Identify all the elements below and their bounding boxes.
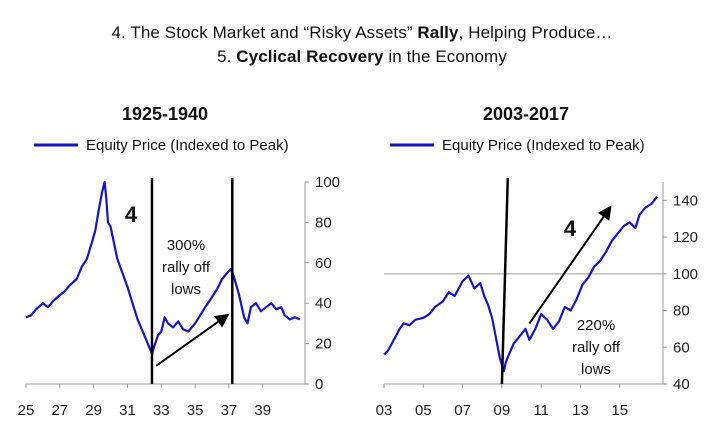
- chart1-y-tick-label: 80: [315, 214, 332, 231]
- chart2-title: 2003-2017: [483, 104, 569, 124]
- chart2-x-tick-label: 03: [376, 402, 393, 419]
- chart1-series-line: [25, 180, 301, 355]
- chart1-x-tick-label: 25: [18, 402, 35, 419]
- chart1-y-tick-label: 20: [315, 336, 332, 353]
- chart2-y-tick-label: 80: [673, 303, 690, 320]
- title-line-2-bold: Cyclical Recovery: [236, 47, 384, 66]
- chart2-annotation-line1: 220%: [577, 317, 615, 334]
- chart1-y-tick-label: 60: [315, 255, 332, 272]
- chart2-y-tick-label: 60: [673, 339, 690, 356]
- chart1-legend-label: Equity Price (Indexed to Peak): [86, 137, 289, 154]
- chart2-y-tick-label: 100: [673, 266, 698, 283]
- chart2-rally-arrow: [528, 205, 612, 324]
- chart2-x-tick-label: 09: [494, 402, 511, 419]
- chart2-legend-label: Equity Price (Indexed to Peak): [442, 137, 645, 154]
- chart2-x-tick-label: 07: [454, 402, 471, 419]
- chart1-x-tick-label: 31: [119, 402, 136, 419]
- title-line-1: 4. The Stock Market and “Risky Assets” R…: [0, 23, 724, 43]
- chart2-y-tick-label: 140: [673, 192, 698, 209]
- chart1-x-tick-label: 27: [51, 402, 68, 419]
- chart2-vertical-line: [500, 177, 510, 385]
- chart1-y-tick-label: 100: [315, 174, 340, 191]
- chart2-annotation-line2: rally off: [572, 339, 621, 356]
- chart1-x-tick-label: 33: [153, 402, 170, 419]
- chart2-annotation-line3: lows: [581, 361, 611, 378]
- chart1-title: 1925-1940: [122, 104, 208, 124]
- chart1-x-tick-label: 39: [254, 402, 271, 419]
- chart1-x-tick-label: 35: [187, 402, 204, 419]
- title-line-2: 5. Cyclical Recovery in the Economy: [0, 47, 724, 67]
- chart1-y-tick-label: 0: [315, 376, 323, 393]
- chart2-x-tick-label: 11: [533, 402, 549, 419]
- title-line-1-post: , Helping Produce…: [458, 23, 613, 42]
- title-line-2-post: in the Economy: [383, 47, 507, 66]
- chart1-x-tick-label: 29: [85, 402, 102, 419]
- title-line-1-pre: 4. The Stock Market and “Risky Assets”: [111, 23, 418, 42]
- chart2-y-tick-label: 120: [673, 229, 698, 246]
- chart2-x-tick-label: 13: [572, 402, 589, 419]
- chart2-y-tick-label: 40: [673, 376, 690, 393]
- chart1-x-tick-label: 37: [221, 402, 238, 419]
- chart1-annotation-line2: rally off: [162, 259, 211, 276]
- chart2-series-line: [383, 196, 658, 373]
- title-line-2-pre: 5.: [217, 47, 237, 66]
- chart1-annotation-line3: lows: [171, 281, 201, 298]
- chart2-annotation-number: 4: [564, 216, 577, 241]
- chart1-y-tick-label: 40: [315, 295, 332, 312]
- chart2-x-tick-label: 15: [611, 402, 628, 419]
- chart1-rally-arrow: [155, 313, 230, 367]
- title-line-1-bold: Rally: [417, 23, 459, 42]
- chart2-x-tick-label: 05: [415, 402, 432, 419]
- chart1-annotation-line1: 300%: [167, 237, 205, 254]
- chart1-annotation-number: 4: [125, 202, 138, 227]
